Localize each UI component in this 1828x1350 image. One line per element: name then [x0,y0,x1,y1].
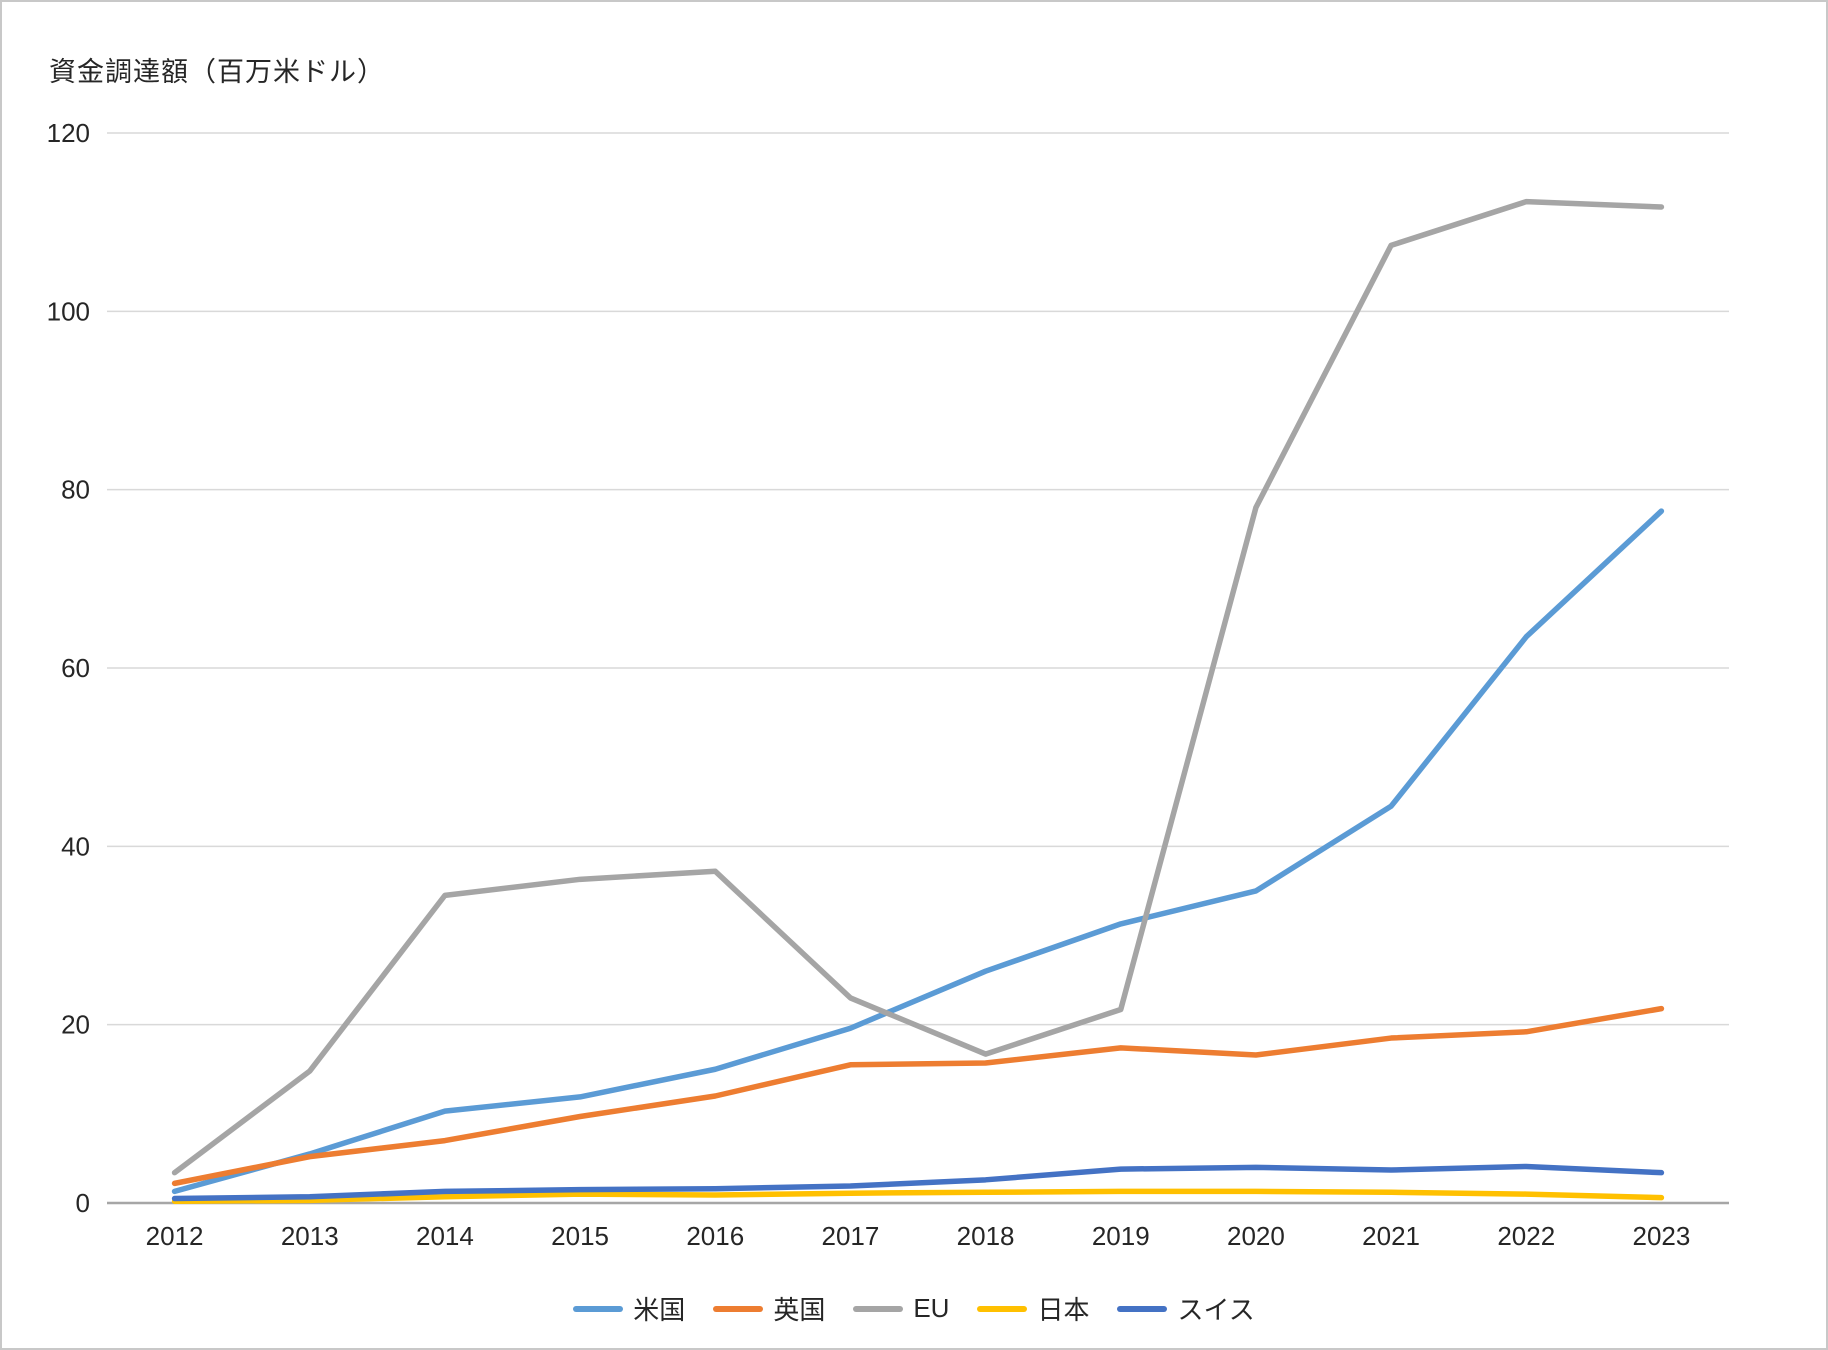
x-tick-label: 2013 [281,1221,339,1251]
x-tick-label: 2017 [821,1221,879,1251]
x-tick-label: 2014 [416,1221,474,1251]
legend-swatch-uk [713,1305,764,1312]
series-line-japan [171,1188,1665,1204]
series-line-eu [171,198,1665,1176]
x-tick-label: 2021 [1362,1221,1420,1251]
legend-swatch-eu [853,1305,904,1312]
legend-label-japan: 日本 [1037,1295,1090,1325]
legend-item-eu: EU [853,1293,949,1324]
x-tick-label: 2019 [1092,1221,1150,1251]
y-tick-label: 40 [61,831,90,861]
x-tick-label: 2012 [146,1221,204,1251]
x-tick-label: 2022 [1497,1221,1555,1251]
chart-title: 資金調達額（百万米ドル） [49,57,385,87]
y-tick-label: 80 [61,475,90,505]
legend-swatch-japan [977,1305,1028,1312]
legend-item-us: 米国 [573,1290,685,1327]
x-tick-label: 2020 [1227,1221,1285,1251]
legend-item-switzerland: スイス [1117,1290,1255,1327]
legend-label-us: 米国 [633,1295,686,1325]
y-tick-label: 20 [61,1010,90,1040]
y-tick-label: 120 [47,118,90,148]
x-tick-label: 2015 [551,1221,609,1251]
legend-swatch-us [573,1305,624,1312]
legend-swatch-switzerland [1117,1305,1168,1312]
x-tick-label: 2018 [957,1221,1015,1251]
legend-label-uk: 英国 [773,1295,826,1325]
y-tick-label: 60 [61,653,90,683]
series-line-switzerland [171,1163,1665,1202]
chart-legend: 米国 英国 EU 日本 スイス [2,1290,1826,1327]
x-tick-label: 2023 [1632,1221,1690,1251]
x-tick-label: 2016 [686,1221,744,1251]
y-tick-label: 100 [47,296,90,326]
y-tick-label: 0 [76,1188,90,1218]
legend-item-japan: 日本 [977,1290,1089,1327]
legend-label-switzerland: スイス [1177,1295,1255,1325]
series-line-us [171,508,1665,1195]
legend-item-uk: 英国 [713,1290,825,1327]
legend-label-eu: EU [913,1293,950,1323]
series-line-uk [171,1005,1665,1187]
